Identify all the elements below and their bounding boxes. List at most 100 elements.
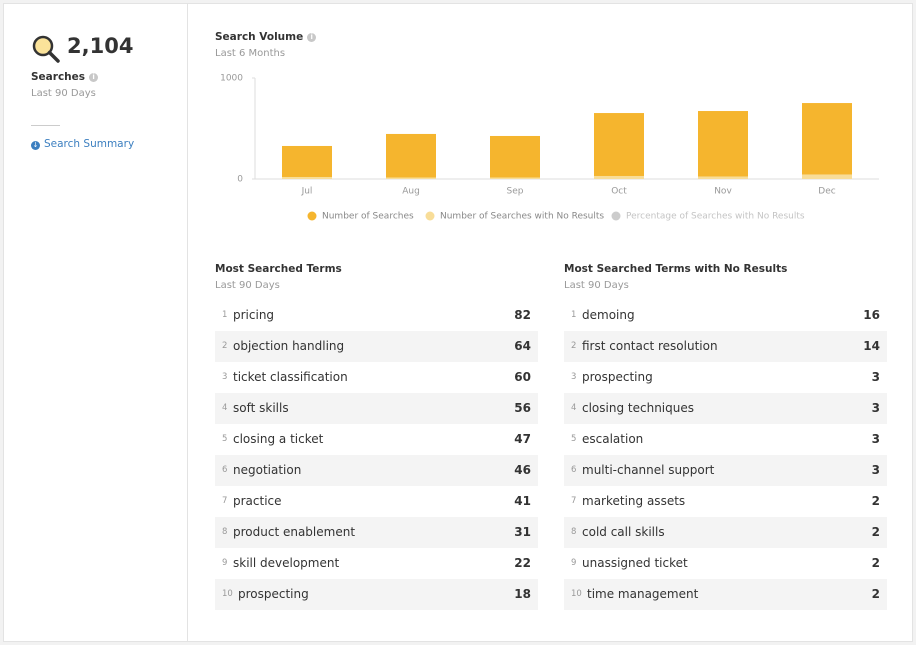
count: 22 bbox=[514, 556, 531, 570]
term: unassigned ticket bbox=[582, 556, 688, 570]
bar bbox=[386, 177, 436, 179]
term-row: 3 ticket classification 60 bbox=[215, 362, 538, 393]
count: 82 bbox=[514, 308, 531, 322]
rank: 10 bbox=[571, 589, 582, 599]
divider bbox=[31, 125, 60, 126]
search-icon bbox=[32, 35, 60, 63]
rank: 8 bbox=[571, 527, 577, 537]
count: 3 bbox=[871, 463, 880, 477]
term-row: 6 multi-channel support 3 bbox=[564, 455, 887, 486]
count: 56 bbox=[514, 401, 531, 415]
bar bbox=[490, 135, 540, 179]
term: escalation bbox=[582, 432, 644, 446]
table-title: Most Searched Terms with No Results bbox=[564, 263, 788, 275]
legend-swatch bbox=[307, 211, 317, 221]
rank: 6 bbox=[222, 465, 228, 475]
x-tick-label: Nov bbox=[714, 187, 732, 197]
term: objection handling bbox=[233, 339, 345, 353]
term-row: 6 negotiation 46 bbox=[215, 455, 538, 486]
term: pricing bbox=[233, 308, 275, 322]
term: multi-channel support bbox=[582, 463, 715, 477]
count: 2 bbox=[871, 525, 880, 539]
bar bbox=[282, 176, 332, 179]
bar bbox=[698, 111, 748, 179]
term-row: 9 unassigned ticket 2 bbox=[564, 548, 887, 579]
term-row: 10 prospecting 18 bbox=[215, 579, 538, 610]
count: 31 bbox=[514, 525, 531, 539]
link-text[interactable]: Search Summary bbox=[44, 138, 135, 150]
count: 18 bbox=[514, 587, 531, 601]
term-row: 8 product enablement 31 bbox=[215, 517, 538, 548]
term-row: 5 closing a ticket 47 bbox=[215, 424, 538, 455]
term: ticket classification bbox=[233, 370, 348, 384]
bar bbox=[594, 175, 644, 179]
rank: 3 bbox=[571, 372, 577, 382]
x-tick-label: Sep bbox=[507, 187, 524, 197]
rank: 1 bbox=[222, 310, 228, 320]
term: prospecting bbox=[238, 587, 309, 601]
rank: 9 bbox=[222, 558, 228, 568]
count: 60 bbox=[514, 370, 531, 384]
rank: 7 bbox=[571, 496, 577, 506]
term: skill development bbox=[233, 556, 340, 570]
term: soft skills bbox=[233, 401, 289, 415]
legend-label: Number of Searches with No Results bbox=[440, 212, 604, 222]
term: closing techniques bbox=[582, 401, 694, 415]
bar bbox=[490, 177, 540, 179]
x-tick-label: Dec bbox=[818, 187, 835, 197]
bar bbox=[802, 174, 852, 179]
rank: 8 bbox=[222, 527, 228, 537]
rank: 2 bbox=[571, 341, 577, 351]
term-row: 1 demoing 16 bbox=[564, 300, 887, 331]
count: 46 bbox=[514, 463, 531, 477]
term: prospecting bbox=[582, 370, 653, 384]
term: marketing assets bbox=[582, 494, 686, 508]
table-subtitle: Last 90 Days bbox=[215, 280, 280, 291]
count: 3 bbox=[871, 370, 880, 384]
term-row: 8 cold call skills 2 bbox=[564, 517, 887, 548]
x-tick-label: Jul bbox=[301, 187, 313, 197]
rank: 7 bbox=[222, 496, 228, 506]
count: 47 bbox=[514, 432, 531, 446]
x-tick-label: Aug bbox=[402, 187, 420, 197]
term-row: 5 escalation 3 bbox=[564, 424, 887, 455]
term-row: 9 skill development 22 bbox=[215, 548, 538, 579]
x-tick-label: Oct bbox=[611, 187, 627, 197]
table: 1 demoing 16 2 first contact resolution 14 3 pr… bbox=[564, 300, 887, 610]
rank: 5 bbox=[222, 434, 228, 444]
table: 1 pricing 82 2 objection handling 64 3 ticket c… bbox=[215, 300, 538, 610]
legend-label: Number of Searches bbox=[322, 212, 414, 222]
legend-swatch bbox=[425, 211, 435, 221]
rank: 9 bbox=[571, 558, 577, 568]
count: 14 bbox=[863, 339, 880, 353]
panel: 2,104 Searches i Last 90 Days ↓ Search Sum… bbox=[3, 3, 913, 642]
term-row: 4 soft skills 56 bbox=[215, 393, 538, 424]
bar bbox=[802, 103, 852, 179]
info-icon: i bbox=[89, 73, 99, 82]
count: 2 bbox=[871, 556, 880, 570]
search-summary-link[interactable]: ↓ Search Summary bbox=[31, 138, 135, 150]
term: first contact resolution bbox=[582, 339, 718, 353]
term-row: 2 objection handling 64 bbox=[215, 331, 538, 362]
rank: 4 bbox=[571, 403, 577, 413]
term: demoing bbox=[582, 308, 635, 322]
term-row: 10 time management 2 bbox=[564, 579, 887, 610]
legend-label: Percentage of Searches with No Results bbox=[626, 212, 805, 222]
rank: 10 bbox=[222, 589, 233, 599]
rank: 2 bbox=[222, 341, 228, 351]
bar bbox=[282, 145, 332, 179]
bar bbox=[698, 176, 748, 179]
term-row: 7 marketing assets 2 bbox=[564, 486, 887, 517]
term: product enablement bbox=[233, 525, 356, 539]
count: 2 bbox=[871, 587, 880, 601]
rank: 6 bbox=[571, 465, 577, 475]
term-row: 4 closing techniques 3 bbox=[564, 393, 887, 424]
term: cold call skills bbox=[582, 525, 665, 539]
count: 3 bbox=[871, 432, 880, 446]
bar bbox=[594, 113, 644, 179]
table-title: Most Searched Terms bbox=[215, 263, 342, 275]
y-tick-label: 0 bbox=[237, 175, 243, 185]
term: negotiation bbox=[233, 463, 302, 477]
count: 3 bbox=[871, 401, 880, 415]
sidebar: 2,104 Searches i Last 90 Days ↓ Search Sum… bbox=[4, 4, 188, 641]
